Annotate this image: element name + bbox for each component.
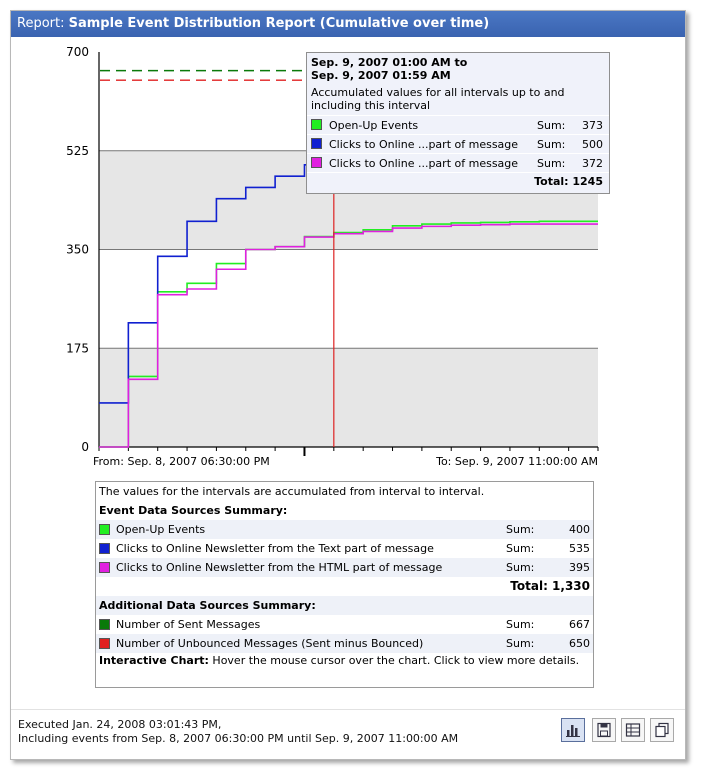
summary-row-label: Number of Unbounced Messages (Sent minus… [116,637,424,650]
bar-chart-icon [566,725,580,737]
tooltip-row-value: 373 [582,119,603,132]
clicks-text-swatch [311,138,322,149]
event-range: Including events from Sep. 8, 2007 06:30… [18,732,459,745]
summary-sum-label: Sum: [506,618,535,631]
event-summary-heading: Event Data Sources Summary: [99,504,288,517]
chart-band [99,348,598,447]
summary-row: Number of Unbounced Messages (Sent minus… [96,634,593,653]
open-up-swatch [311,119,322,130]
tooltip-row: Clicks to Online ...part of message Sum:… [307,153,609,172]
additional-summary-heading: Additional Data Sources Summary: [96,596,593,615]
execution-time: Executed Jan. 24, 2008 03:01:43 PM, [18,718,222,731]
interactive-chart-label: Interactive Chart: [99,654,209,667]
x-axis-to-label: To: Sep. 9, 2007 11:00:00 AM [435,455,598,468]
tooltip-interval-end: Sep. 9, 2007 01:59 AM [311,69,451,82]
footer-divider [11,709,685,710]
tooltip-total: Total: 1245 [307,172,609,191]
save-icon [597,722,611,738]
tooltip-row-label: Clicks to Online ...part of message [329,138,519,151]
tooltip-row-label: Open-Up Events [329,119,419,132]
report-panel: Report: Sample Event Distribution Report… [10,10,686,760]
table-view-icon [625,723,641,737]
summary-row-value: 667 [569,618,590,631]
summary-row-value: 400 [569,523,590,536]
y-tick-label: 525 [66,144,89,158]
report-prefix: Report: [17,16,65,31]
chart-view-button[interactable] [561,718,585,742]
y-tick-label: 700 [66,45,89,59]
summary-box: The values for the intervals are accumul… [95,481,594,688]
y-tick-label: 0 [81,440,89,454]
summary-row-value: 395 [569,561,590,574]
summary-sum-label: Sum: [506,561,535,574]
summary-row-label: Clicks to Online Newsletter from the HTM… [116,561,443,574]
tooltip-description: Accumulated values for all intervals up … [311,86,565,112]
summary-row: Number of Sent Messages Sum: 667 [96,615,593,634]
summary-row-label: Clicks to Online Newsletter from the Tex… [116,542,434,555]
x-axis-from-label: From: Sep. 8, 2007 06:30:00 PM [93,455,270,468]
report-title: Sample Event Distribution Report (Cumula… [68,16,490,31]
copy-icon [655,722,669,738]
summary-row-label: Open-Up Events [116,523,206,536]
tooltip-row: Open-Up Events Sum: 373 [307,115,609,134]
y-tick-label: 350 [66,243,89,257]
sent-messages-swatch [99,619,110,630]
tooltip-row-value: 372 [582,157,603,170]
summary-sum-label: Sum: [506,542,535,555]
tooltip-sum-label: Sum: [537,119,566,132]
copy-report-button[interactable] [650,718,674,742]
clicks-html-swatch [311,157,322,168]
clicks-text-swatch [99,543,110,554]
execution-info: Executed Jan. 24, 2008 03:01:43 PM, Incl… [18,718,458,746]
interactive-chart-text: Hover the mouse cursor over the chart. C… [208,654,580,667]
tooltip-row-value: 500 [582,138,603,151]
summary-row-value: 535 [569,542,590,555]
tooltip-sum-label: Sum: [537,138,566,151]
summary-sum-label: Sum: [506,523,535,536]
tooltip-row-label: Clicks to Online ...part of message [329,157,519,170]
tooltip-row: Clicks to Online ...part of message Sum:… [307,134,609,153]
summary-row-value: 650 [569,637,590,650]
save-report-button[interactable] [592,718,616,742]
y-tick-label: 175 [66,341,89,355]
summary-row: Clicks to Online Newsletter from the HTM… [96,558,593,577]
unbounced-messages-swatch [99,638,110,649]
table-view-button[interactable] [621,718,645,742]
summary-row: Open-Up Events Sum: 400 [96,520,593,539]
open-up-swatch [99,524,110,535]
summary-row: Clicks to Online Newsletter from the Tex… [96,539,593,558]
chart-tooltip: Sep. 9, 2007 01:00 AM to Sep. 9, 2007 01… [306,52,610,194]
tooltip-sum-label: Sum: [537,157,566,170]
summary-row-label: Number of Sent Messages [116,618,261,631]
clicks-html-swatch [99,562,110,573]
summary-intro: The values for the intervals are accumul… [99,485,485,498]
interactive-chart-note: Interactive Chart: Hover the mouse curso… [96,653,593,667]
summary-sum-label: Sum: [506,637,535,650]
summary-total: Total: 1,330 [510,579,590,593]
tooltip-interval-start: Sep. 9, 2007 01:00 AM to [311,56,468,69]
report-title-bar: Report: Sample Event Distribution Report… [11,11,685,37]
